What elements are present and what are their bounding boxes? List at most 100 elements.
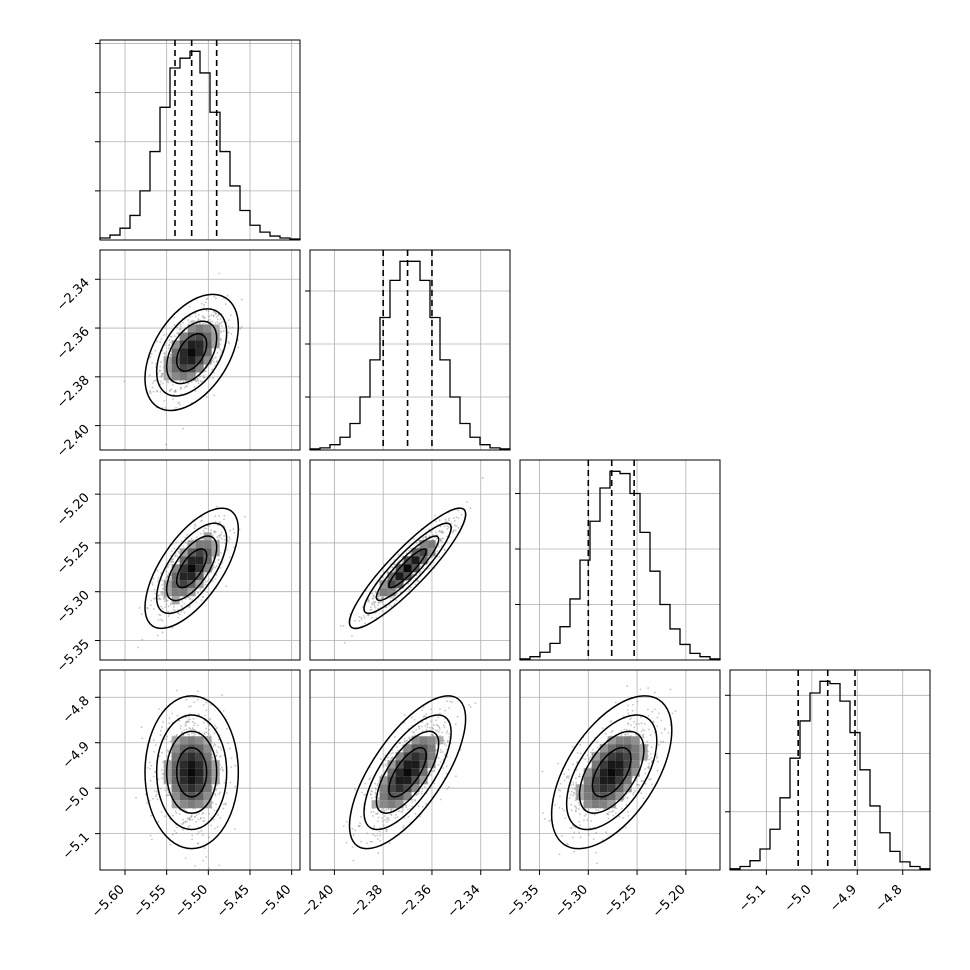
x-tick-label: −5.50 bbox=[172, 882, 211, 921]
sample-point bbox=[211, 756, 214, 759]
sample-point bbox=[183, 808, 186, 811]
sample-point bbox=[219, 791, 222, 794]
density-cell bbox=[203, 760, 212, 769]
sample-point bbox=[417, 792, 420, 795]
density-cell bbox=[195, 800, 204, 809]
sample-point bbox=[152, 390, 155, 393]
sample-point bbox=[202, 537, 204, 540]
sample-point bbox=[481, 477, 484, 479]
sample-point bbox=[384, 815, 386, 817]
sample-point bbox=[213, 561, 216, 564]
sample-point bbox=[209, 320, 212, 323]
sample-point bbox=[244, 515, 246, 518]
x-tick-label: −5.40 bbox=[256, 882, 295, 921]
sample-point bbox=[377, 816, 380, 819]
density-cell bbox=[203, 556, 212, 565]
sample-point bbox=[141, 737, 144, 740]
sample-point bbox=[443, 549, 446, 551]
sample-point bbox=[208, 836, 210, 839]
sample-point bbox=[436, 730, 439, 732]
sample-point bbox=[351, 635, 353, 638]
density-cell bbox=[195, 776, 204, 785]
sample-point bbox=[373, 603, 376, 605]
sample-point bbox=[203, 847, 206, 849]
sample-point bbox=[371, 597, 374, 600]
density-cell bbox=[203, 776, 212, 785]
sample-point bbox=[469, 507, 472, 509]
sample-point bbox=[417, 580, 420, 583]
sample-point bbox=[185, 385, 188, 388]
sample-point bbox=[210, 703, 213, 706]
sample-point bbox=[445, 744, 448, 747]
sample-point bbox=[223, 518, 225, 521]
sample-point bbox=[422, 536, 425, 539]
density-cell bbox=[435, 736, 444, 745]
density-cell bbox=[179, 556, 188, 565]
sample-point bbox=[192, 717, 195, 720]
sample-point bbox=[418, 572, 421, 575]
sample-point bbox=[433, 782, 436, 785]
sample-point bbox=[213, 743, 216, 745]
sample-point bbox=[154, 349, 157, 352]
sample-point bbox=[202, 322, 205, 325]
density-cell bbox=[379, 588, 388, 597]
sample-point bbox=[205, 856, 208, 858]
sample-point bbox=[404, 804, 407, 807]
sample-point bbox=[160, 811, 163, 814]
sample-point bbox=[152, 775, 155, 778]
sample-point bbox=[197, 379, 200, 382]
sample-point bbox=[230, 332, 233, 335]
density-cell bbox=[171, 588, 180, 597]
sample-point bbox=[407, 549, 410, 552]
sample-point bbox=[452, 517, 455, 520]
sample-point bbox=[466, 501, 468, 503]
sample-point bbox=[446, 788, 449, 790]
sample-point bbox=[170, 560, 173, 563]
sample-point bbox=[226, 549, 229, 551]
sample-point bbox=[227, 340, 230, 343]
sample-point bbox=[164, 352, 166, 355]
sample-point bbox=[180, 604, 183, 607]
y-tick-label: −2.40 bbox=[54, 422, 93, 461]
density-cell bbox=[179, 356, 188, 365]
sample-point bbox=[189, 816, 191, 819]
sample-point bbox=[402, 824, 405, 827]
sample-point bbox=[363, 616, 366, 619]
panel-frame bbox=[309, 459, 511, 661]
sample-point bbox=[418, 815, 421, 818]
density-cell bbox=[403, 744, 412, 753]
sample-point bbox=[182, 828, 184, 831]
sample-point bbox=[219, 348, 222, 351]
sample-point bbox=[428, 535, 431, 538]
sample-point bbox=[373, 824, 376, 827]
sample-point bbox=[168, 563, 170, 566]
sample-point bbox=[165, 570, 167, 573]
sample-point bbox=[165, 598, 167, 601]
sample-point bbox=[175, 812, 178, 814]
density-cell bbox=[179, 564, 188, 573]
sample-point bbox=[221, 694, 223, 696]
sample-point bbox=[208, 728, 211, 731]
sample-point bbox=[626, 685, 629, 688]
sample-point bbox=[177, 560, 180, 563]
sample-point bbox=[379, 839, 382, 842]
sample-point bbox=[427, 528, 430, 531]
sample-point bbox=[445, 765, 448, 768]
density-cell bbox=[195, 752, 204, 761]
sample-point bbox=[169, 843, 172, 846]
sample-point bbox=[153, 597, 155, 600]
sample-point bbox=[219, 817, 222, 819]
sample-point bbox=[398, 742, 401, 745]
sample-point bbox=[408, 588, 411, 591]
sample-point bbox=[171, 384, 174, 386]
sample-point bbox=[185, 698, 188, 701]
sample-point bbox=[381, 610, 384, 612]
x-tick-label: −2.38 bbox=[347, 882, 386, 921]
sample-point bbox=[421, 730, 424, 733]
density-cell bbox=[171, 784, 180, 793]
sample-point bbox=[159, 729, 162, 732]
sample-point bbox=[210, 824, 213, 827]
density-cell bbox=[187, 548, 196, 557]
contour-level-1 bbox=[375, 535, 440, 602]
sample-point bbox=[411, 716, 413, 719]
